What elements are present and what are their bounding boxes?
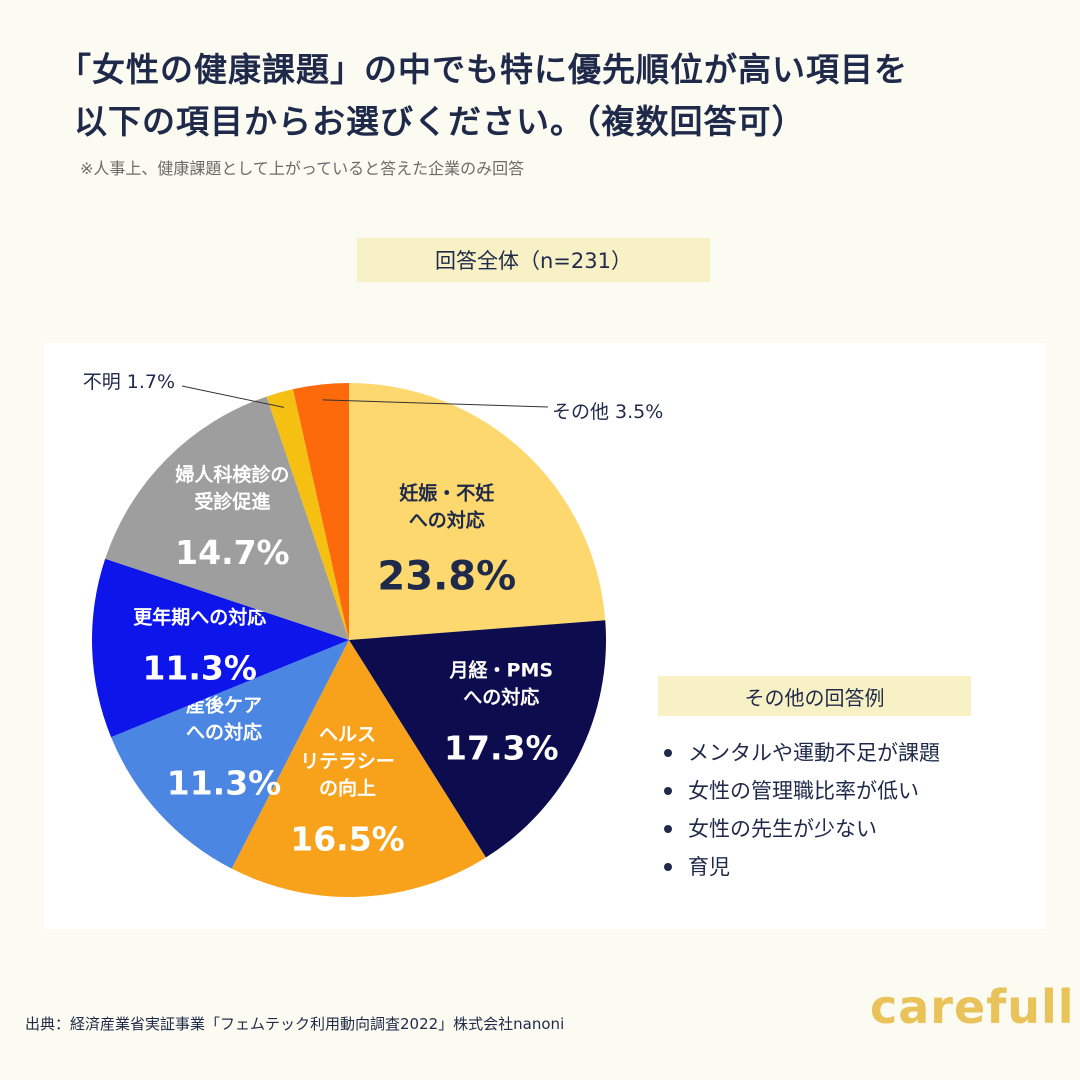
list-item-text: メンタルや運動不足が課題 xyxy=(688,741,940,765)
pie-slice xyxy=(266,389,349,640)
survey-note: ※人事上、健康課題として上がっていると答えた企業のみ回答 xyxy=(80,159,525,178)
slice-value-label: 23.8% xyxy=(377,553,516,599)
bullet-icon xyxy=(664,787,672,795)
callout-line xyxy=(322,399,549,408)
callout-line xyxy=(181,385,285,408)
other-answers-heading: その他の回答例 xyxy=(658,676,971,716)
slice-label: 月経・PMS xyxy=(449,659,554,682)
list-item: 育児 xyxy=(660,848,940,886)
list-item: 女性の先生が少ない xyxy=(660,810,940,848)
callout-label: 不明 1.7% xyxy=(83,371,175,393)
slice-label: 受診促進 xyxy=(194,490,270,513)
slice-label: の向上 xyxy=(319,776,376,799)
pie-slice xyxy=(91,558,349,738)
list-item-text: 育児 xyxy=(688,855,730,879)
slice-label: への対応 xyxy=(409,508,485,531)
pie-slice xyxy=(105,396,350,640)
pie-slice xyxy=(292,383,349,640)
list-item: 女性の管理職比率が低い xyxy=(660,772,940,810)
source-citation: 出典：経済産業省実証事業「フェムテック利用動向調査2022」株式会社nanoni xyxy=(25,1015,565,1033)
page-title: 「女性の健康課題」の中でも特に優先順位が高い項目を 以下の項目からお選びください… xyxy=(58,44,1038,148)
list-item: メンタルや運動不足が課題 xyxy=(660,734,940,772)
slice-label: 更年期への対応 xyxy=(133,606,266,629)
title-line-2: 以下の項目からお選びください。（複数回答可） xyxy=(74,102,806,141)
slice-label: 婦人科検診の xyxy=(174,463,289,486)
pie-slice xyxy=(349,620,606,858)
slice-label: への対応 xyxy=(463,686,539,709)
slice-label: ヘルス xyxy=(319,723,376,745)
slice-value-label: 11.3% xyxy=(142,649,257,688)
slice-value-label: 16.5% xyxy=(290,819,405,858)
callout-label: その他 3.5% xyxy=(552,401,663,423)
title-line-1: 「女性の健康課題」の中でも特に優先順位が高い項目を xyxy=(58,50,908,89)
brand-logo: carefull xyxy=(870,980,1075,1034)
bullet-icon xyxy=(664,825,672,833)
slice-label: 妊娠・不妊 xyxy=(399,481,494,504)
bullet-icon xyxy=(664,749,672,757)
slice-value-label: 11.3% xyxy=(167,764,282,803)
slice-value-label: 17.3% xyxy=(444,729,559,768)
slice-label: への対応 xyxy=(186,721,262,744)
slice-label: リテラシー xyxy=(300,750,395,772)
slice-value-label: 14.7% xyxy=(175,533,290,572)
pie-slice xyxy=(349,383,606,640)
list-item-text: 女性の先生が少ない xyxy=(688,817,877,841)
pie-slice xyxy=(231,640,486,898)
pie-slice xyxy=(111,640,349,869)
chart-title: 回答全体（n=231） xyxy=(357,238,710,282)
other-answers-list: メンタルや運動不足が課題 女性の管理職比率が低い 女性の先生が少ない 育児 xyxy=(660,734,940,886)
slice-label: 産後ケア xyxy=(186,694,262,717)
list-item-text: 女性の管理職比率が低い xyxy=(688,779,919,803)
bullet-icon xyxy=(664,863,672,871)
